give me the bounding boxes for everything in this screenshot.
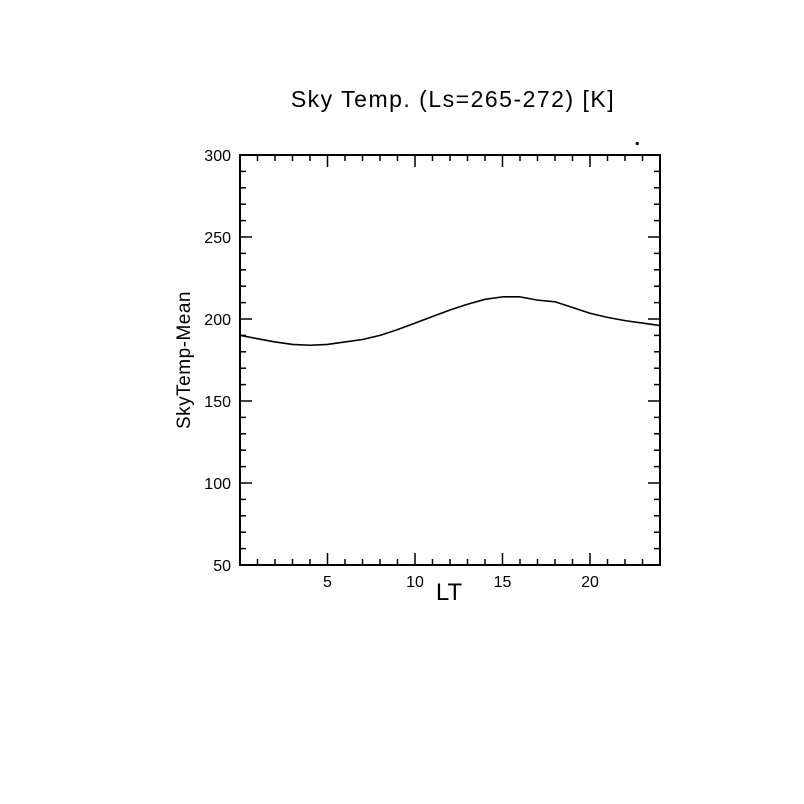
y-tick-label: 150	[204, 394, 231, 411]
x-tick-label: 10	[406, 574, 424, 591]
y-axis-label: SkyTemp-Mean	[174, 291, 195, 429]
plot-box	[239, 154, 661, 566]
stray-dot	[635, 141, 639, 146]
x-axis-label: LT	[436, 579, 463, 606]
axes: 5 10 15 20 50 100 150 200 250 300	[204, 148, 661, 591]
x-tick-label: 15	[494, 574, 512, 591]
x-tick-label: 5	[323, 574, 332, 591]
chart-title: Sky Temp. (Ls=265-272) [K]	[291, 86, 615, 112]
y-tick-label: 300	[204, 148, 231, 165]
y-tick-label: 250	[204, 230, 231, 247]
y-tick-label: 200	[204, 312, 231, 329]
x-tick-label: 20	[581, 574, 599, 591]
skytemp-mean-line	[239, 296, 661, 347]
y-tick-label: 100	[204, 476, 231, 493]
y-tick-label: 50	[213, 558, 231, 575]
curve-layer	[239, 141, 661, 347]
